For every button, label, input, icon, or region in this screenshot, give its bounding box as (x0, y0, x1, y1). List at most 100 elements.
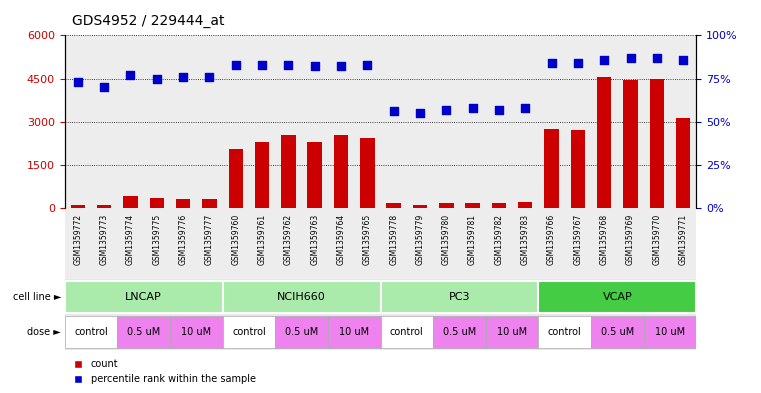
Bar (123, 196, 138, 208)
Point (546, 60, 558, 66)
Text: 0.5 uM: 0.5 uM (600, 327, 634, 337)
Text: GSM1359771: GSM1359771 (679, 214, 688, 265)
Bar (170, 35, 196, 208)
Bar (196, 208, 222, 279)
Text: GSM1359775: GSM1359775 (152, 214, 161, 265)
Point (651, 55, 663, 61)
Bar (617, 208, 644, 279)
Bar (565, 208, 591, 279)
Bar (170, 208, 196, 279)
Text: LNCAP: LNCAP (126, 292, 162, 302)
Text: PC3: PC3 (449, 292, 470, 302)
Bar (486, 35, 512, 208)
Point (677, 57, 689, 63)
Text: GSM1359774: GSM1359774 (126, 214, 135, 265)
Point (466, 105, 479, 111)
Bar (380, 208, 407, 279)
Text: GSM1359782: GSM1359782 (495, 214, 504, 265)
Point (387, 108, 400, 115)
Bar (117, 316, 170, 348)
Bar (591, 316, 644, 348)
Bar (255, 142, 269, 208)
Bar (196, 35, 222, 208)
Point (72, 79, 84, 85)
Bar (65, 316, 117, 348)
Bar (460, 35, 486, 208)
Text: 10 uM: 10 uM (655, 327, 685, 337)
Bar (228, 149, 243, 208)
Bar (307, 142, 322, 208)
Bar (544, 129, 559, 208)
Bar (328, 35, 354, 208)
Bar (301, 208, 328, 279)
Bar (275, 208, 301, 279)
Bar (150, 198, 164, 208)
Text: GSM1359760: GSM1359760 (231, 214, 240, 265)
Bar (565, 35, 591, 208)
Text: GSM1359772: GSM1359772 (73, 214, 82, 265)
Point (98, 84, 110, 90)
Text: 10 uM: 10 uM (181, 327, 212, 337)
Point (309, 63, 321, 70)
Bar (380, 35, 407, 208)
Point (440, 107, 452, 113)
Text: GSM1359768: GSM1359768 (600, 214, 609, 265)
Bar (301, 35, 328, 208)
Text: GSM1359778: GSM1359778 (389, 214, 398, 265)
Bar (597, 77, 611, 208)
Text: dose ►: dose ► (27, 327, 61, 337)
Bar (334, 135, 349, 208)
Bar (144, 35, 170, 208)
Point (282, 62, 295, 68)
Text: NCIH660: NCIH660 (277, 292, 326, 302)
Bar (466, 202, 480, 208)
Bar (65, 208, 91, 279)
Point (335, 63, 347, 70)
Bar (539, 316, 591, 348)
Point (361, 62, 374, 68)
Point (625, 55, 637, 61)
Text: GSM1359763: GSM1359763 (310, 214, 319, 265)
Text: GSM1359769: GSM1359769 (626, 214, 635, 265)
Text: control: control (74, 327, 108, 337)
Text: 10 uM: 10 uM (497, 327, 527, 337)
Bar (223, 281, 380, 313)
Text: GSM1359762: GSM1359762 (284, 214, 293, 265)
Point (572, 60, 584, 66)
Bar (249, 35, 275, 208)
Bar (91, 35, 117, 208)
Point (598, 57, 610, 63)
Point (151, 75, 163, 82)
Text: GSM1359761: GSM1359761 (257, 214, 266, 265)
Bar (223, 35, 249, 208)
Bar (518, 202, 533, 208)
Bar (591, 208, 617, 279)
Bar (91, 208, 117, 279)
Point (230, 62, 242, 68)
Point (256, 62, 268, 68)
Bar (328, 316, 380, 348)
Bar (670, 35, 696, 208)
Bar (433, 208, 460, 279)
Text: cell line ►: cell line ► (12, 292, 61, 302)
Bar (249, 208, 275, 279)
Bar (380, 316, 433, 348)
Bar (65, 281, 223, 313)
Text: GSM1359780: GSM1359780 (442, 214, 451, 265)
Text: GSM1359777: GSM1359777 (205, 214, 214, 265)
Text: 0.5 uM: 0.5 uM (285, 327, 318, 337)
Bar (539, 281, 696, 313)
Text: GDS4952 / 229444_at: GDS4952 / 229444_at (72, 13, 224, 28)
Point (177, 74, 189, 80)
Bar (439, 202, 454, 208)
Bar (275, 35, 301, 208)
Text: GSM1359767: GSM1359767 (573, 214, 582, 265)
Bar (591, 35, 617, 208)
Bar (670, 208, 696, 279)
Bar (676, 118, 690, 208)
Bar (275, 316, 328, 348)
Bar (144, 208, 170, 279)
Bar (433, 35, 460, 208)
Bar (486, 316, 539, 348)
Bar (492, 202, 506, 208)
